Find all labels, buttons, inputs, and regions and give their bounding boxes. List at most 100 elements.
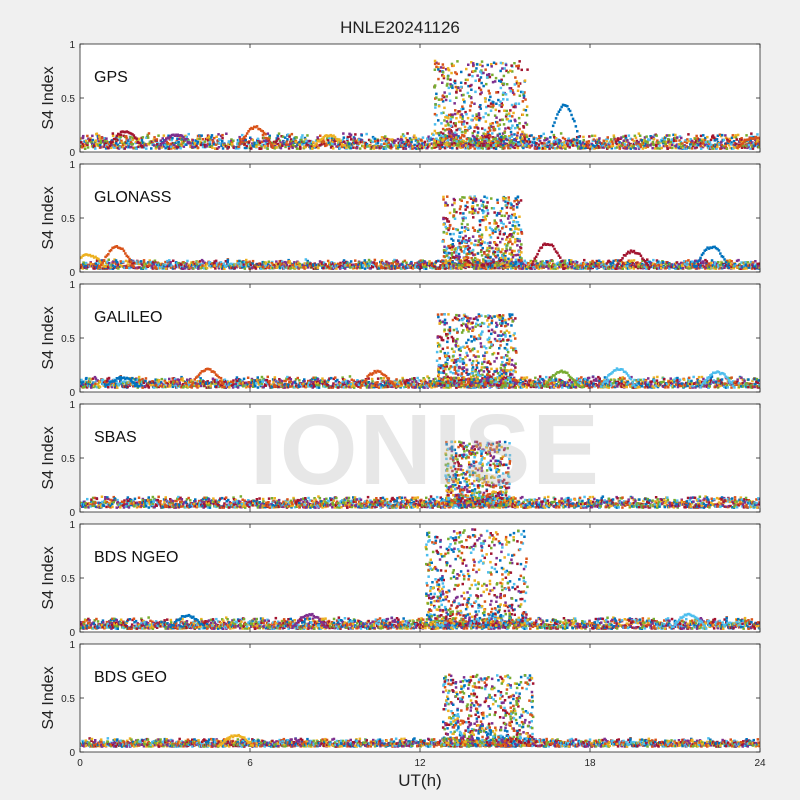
- data-point: [542, 147, 545, 150]
- data-point: [116, 143, 120, 146]
- data-point: [446, 77, 450, 81]
- data-point: [147, 143, 151, 146]
- data-point: [299, 147, 302, 150]
- data-point: [722, 263, 725, 267]
- data-point: [597, 259, 601, 262]
- data-point: [462, 134, 466, 137]
- data-point: [391, 264, 394, 268]
- data-point: [384, 139, 388, 143]
- data-point: [749, 260, 753, 264]
- data-point: [228, 141, 232, 144]
- data-point: [624, 146, 627, 149]
- data-point: [643, 265, 647, 268]
- data-point: [754, 135, 757, 139]
- data-point: [315, 263, 318, 267]
- data-point: [492, 126, 495, 129]
- data-point: [656, 147, 659, 150]
- data-point: [216, 262, 219, 265]
- data-point: [687, 259, 690, 262]
- data-point: [243, 261, 247, 264]
- data-point: [302, 264, 305, 267]
- data-point: [338, 146, 342, 149]
- data-point: [155, 145, 158, 149]
- data-point: [454, 109, 457, 112]
- data-point: [304, 145, 307, 149]
- data-point: [514, 76, 517, 79]
- data-point: [160, 142, 164, 145]
- data-point: [487, 126, 491, 130]
- data-point: [114, 259, 118, 262]
- data-point: [135, 147, 138, 150]
- data-point: [196, 142, 199, 145]
- data-point: [221, 136, 224, 140]
- data-point: [445, 84, 449, 87]
- data-point: [516, 124, 519, 127]
- data-point: [365, 132, 368, 136]
- data-point: [665, 140, 668, 144]
- data-point: [442, 135, 446, 139]
- data-point: [635, 139, 639, 143]
- data-point: [243, 146, 247, 150]
- data-point: [221, 133, 224, 137]
- data-point: [664, 136, 667, 139]
- data-point: [735, 138, 738, 141]
- data-point: [503, 131, 506, 134]
- data-point: [211, 262, 214, 266]
- data-point: [332, 137, 336, 140]
- data-point: [471, 114, 475, 118]
- data-point: [368, 144, 372, 148]
- data-point: [406, 266, 410, 269]
- panel-title: GPS: [94, 69, 128, 86]
- data-point: [477, 114, 481, 117]
- data-point: [460, 113, 464, 116]
- data-point: [760, 139, 763, 142]
- data-point: [499, 142, 502, 146]
- data-point: [453, 131, 457, 135]
- data-point: [86, 143, 89, 146]
- data-point: [700, 266, 704, 269]
- data-point: [487, 73, 491, 76]
- data-point: [732, 267, 736, 270]
- data-point: [214, 267, 217, 270]
- data-point: [287, 147, 291, 150]
- data-point: [516, 134, 519, 137]
- data-point: [511, 124, 514, 127]
- data-point: [180, 134, 184, 137]
- data-point: [264, 142, 267, 145]
- data-point: [154, 147, 158, 150]
- data-point: [693, 261, 696, 264]
- data-point: [448, 92, 451, 95]
- data-point: [448, 132, 452, 135]
- data-point: [391, 262, 394, 265]
- data-point: [97, 143, 100, 146]
- data-point: [195, 139, 198, 142]
- data-point: [756, 133, 759, 136]
- data-point: [537, 143, 541, 146]
- data-point: [720, 140, 723, 144]
- data-point: [343, 144, 347, 147]
- data-point: [267, 137, 270, 141]
- data-point: [162, 145, 166, 148]
- data-point: [350, 265, 353, 269]
- data-point: [172, 259, 175, 262]
- data-point: [632, 142, 636, 146]
- data-point: [679, 140, 683, 144]
- data-point: [445, 135, 449, 138]
- data-point: [367, 264, 371, 267]
- data-point: [283, 142, 286, 145]
- data-point: [126, 130, 130, 134]
- data-point: [240, 142, 243, 145]
- data-point: [523, 138, 526, 141]
- data-point: [647, 138, 650, 141]
- data-point: [400, 267, 404, 270]
- data-point: [346, 135, 350, 139]
- data-point: [449, 124, 453, 128]
- data-point: [383, 142, 386, 145]
- data-point: [268, 140, 272, 144]
- data-point: [93, 141, 97, 144]
- data-point: [577, 147, 580, 150]
- data-point: [441, 139, 444, 142]
- data-point: [473, 141, 476, 145]
- data-point: [501, 136, 504, 139]
- data-point: [208, 262, 212, 265]
